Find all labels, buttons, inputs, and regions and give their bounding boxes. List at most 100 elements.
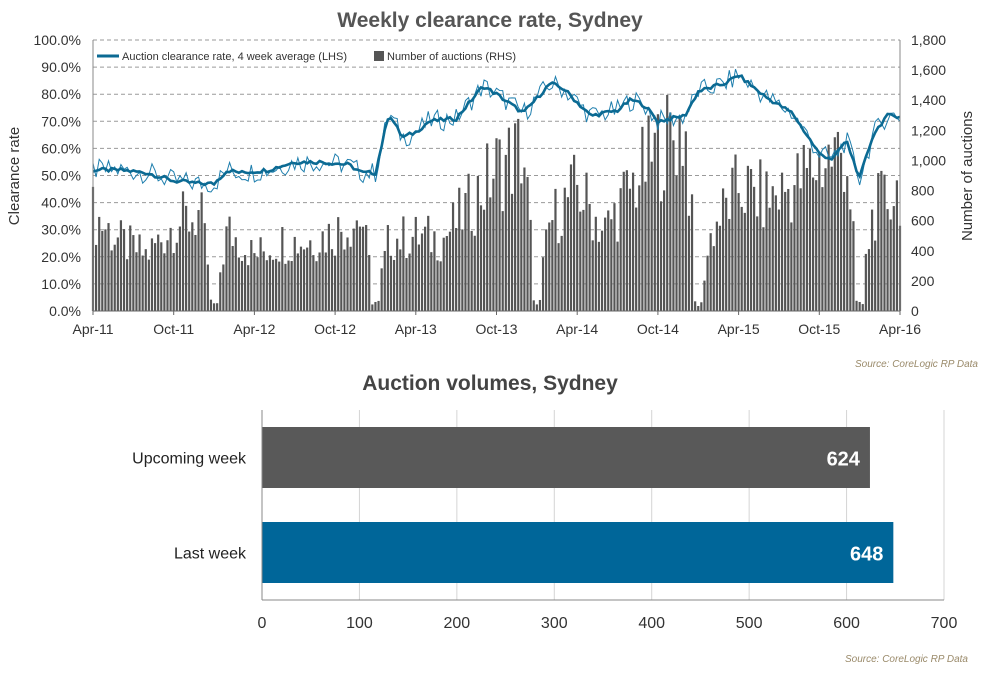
chart1-x-tick-label: Apr-11 — [73, 321, 114, 337]
auction-bar — [681, 165, 684, 311]
auction-bar — [188, 231, 191, 311]
auction-bar — [566, 197, 569, 311]
auction-bar — [296, 253, 299, 311]
auction-bar — [383, 250, 386, 311]
auction-bar — [694, 301, 697, 311]
chart2-value-label: 648 — [850, 544, 883, 566]
auction-bar — [163, 253, 166, 311]
auction-bar — [191, 222, 194, 311]
auction-bar — [784, 191, 787, 311]
auction-bar — [563, 187, 566, 311]
auction-bar — [886, 209, 889, 311]
chart2-x-tick-label: 200 — [444, 615, 471, 632]
auction-bar — [321, 231, 324, 311]
auction-bar — [470, 230, 473, 311]
auction-bar — [206, 264, 209, 311]
auction-bar — [830, 166, 833, 311]
auction-bar — [467, 173, 470, 311]
auction-bar — [126, 259, 129, 311]
legend-line-label: Auction clearance rate, 4 week average (… — [122, 51, 347, 63]
auction-bar — [442, 237, 445, 311]
auction-bar — [802, 144, 805, 311]
auction-bar — [514, 123, 517, 311]
auction-bar — [243, 255, 247, 311]
chart1-y-left-tick-label: 90.0% — [41, 59, 81, 75]
auction-bar — [414, 216, 417, 311]
auction-bar — [625, 170, 628, 311]
auction-bar — [225, 226, 228, 311]
auction-bar — [721, 188, 725, 311]
auction-bar — [737, 193, 740, 311]
auction-bar — [579, 211, 582, 311]
chart2-x-tick-label: 100 — [346, 615, 373, 632]
auction-bar — [337, 217, 340, 311]
auction-bar — [613, 203, 616, 311]
auction-bar — [597, 241, 601, 311]
auction-bar — [861, 304, 864, 311]
auction-bar — [706, 255, 709, 311]
auction-bar — [132, 235, 135, 311]
auction-bar — [846, 176, 849, 311]
auction-bar — [849, 209, 852, 311]
auction-bar — [495, 138, 498, 311]
auction-bar — [95, 244, 98, 311]
auction-bar — [594, 216, 597, 311]
auction-bar — [867, 249, 871, 311]
auction-bar — [877, 173, 880, 311]
auction-bar — [545, 229, 548, 311]
auction-bar — [98, 216, 101, 311]
auction-bar — [569, 164, 573, 311]
auction-bar — [777, 209, 781, 311]
auction-bar — [153, 243, 157, 311]
auction-bar — [768, 207, 771, 311]
chart1-y-right-tick-label: 0 — [911, 303, 919, 319]
auction-bar — [740, 206, 743, 311]
chart1-x-tick-label: Oct-15 — [798, 321, 840, 337]
auction-bar — [219, 272, 222, 311]
chart1-y-right-tick-label: 1,800 — [911, 32, 946, 48]
auction-bar — [526, 176, 529, 311]
auction-bar — [234, 237, 237, 311]
auction-bar — [870, 209, 874, 311]
auction-bar — [529, 219, 532, 311]
auction-bar — [535, 304, 538, 311]
auction-bar — [656, 114, 659, 311]
auction-bar — [327, 223, 330, 311]
auction-bar — [787, 188, 790, 311]
auction-bar — [538, 299, 542, 311]
legend-bar-label: Number of auctions (RHS) — [387, 51, 516, 63]
chart1-source: Source: CoreLogic RP Data — [855, 359, 978, 370]
chart1-x-tick-label: Apr-12 — [233, 321, 275, 337]
chart2-bar — [262, 427, 870, 488]
chart1-y-left-tick-label: 20.0% — [41, 249, 81, 265]
auction-bar — [200, 192, 203, 311]
auction-bar — [365, 225, 368, 311]
auction-bar — [492, 178, 495, 311]
auction-bar — [610, 219, 613, 311]
auction-bar — [386, 225, 389, 311]
auction-bar — [510, 193, 514, 311]
auction-bar — [197, 210, 200, 311]
auction-bar — [669, 112, 672, 311]
chart2-value-label: 624 — [827, 449, 861, 471]
auction-bar — [116, 237, 119, 311]
auction-bar — [427, 215, 430, 311]
auction-bar — [808, 148, 812, 311]
auction-bar — [448, 231, 452, 311]
auction-bar — [582, 209, 585, 311]
auction-bar — [675, 175, 678, 311]
auction-bar — [476, 175, 479, 311]
clearance-weekly-line — [92, 69, 901, 193]
auction-bar — [635, 207, 638, 311]
auction-bar — [144, 249, 147, 311]
legend-bar-swatch — [374, 51, 384, 61]
auction-bar — [405, 258, 408, 311]
auction-bar — [389, 255, 393, 311]
auction-bar — [666, 94, 669, 311]
auction-bar — [501, 211, 504, 311]
auction-bar — [433, 231, 436, 311]
auction-bar — [101, 230, 104, 311]
auction-bar — [504, 154, 507, 311]
auction-bar — [451, 202, 455, 311]
